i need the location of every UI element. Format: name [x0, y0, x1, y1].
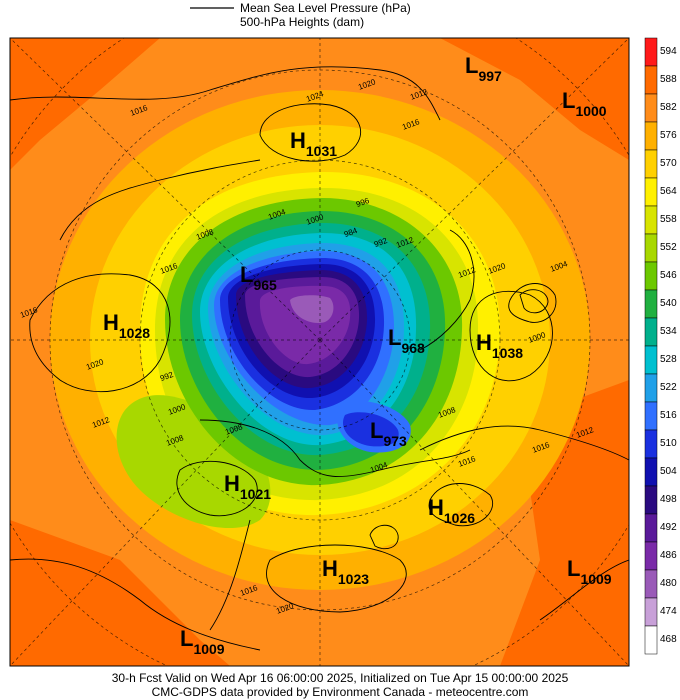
high-1038: H1038	[476, 330, 524, 362]
colorbar-tick-label: 546	[660, 270, 677, 281]
colorbar-swatch	[644, 37, 658, 67]
colorbar-tick-label: 522	[660, 382, 677, 393]
colorbar-tick-label: 588	[660, 74, 677, 85]
low-997: L997	[465, 53, 502, 85]
colorbar-tick-label: 516	[660, 410, 677, 421]
colorbar-tick-label: 468	[660, 634, 677, 645]
colorbar-swatch	[644, 345, 658, 375]
colorbar-tick-label: 582	[660, 102, 677, 113]
map-field	[10, 38, 629, 666]
colorbar-swatch	[644, 149, 658, 179]
colorbar-tick-label: 558	[660, 214, 677, 225]
colorbar-swatch	[644, 429, 658, 459]
high-1026: H1026	[428, 495, 476, 527]
field-510-south	[342, 412, 399, 447]
isobars	[10, 66, 629, 651]
colorbar-swatch	[644, 513, 658, 543]
colorbar-swatch	[644, 625, 658, 655]
field-480	[290, 295, 334, 324]
field-588-sw	[10, 520, 230, 666]
colorbar-tick-label: 534	[660, 326, 677, 337]
colorbar-swatch	[644, 65, 658, 95]
colorbar-tick-label: 474	[660, 606, 677, 617]
colorbar-swatch	[644, 121, 658, 151]
colorbar-tick-label: 564	[660, 186, 677, 197]
colorbar	[644, 37, 658, 655]
colorbar-swatch	[644, 373, 658, 403]
high-1023: H1023	[322, 556, 370, 588]
colorbar-swatch	[644, 569, 658, 599]
low-965: L965	[240, 262, 277, 294]
colorbar-tick-label: 486	[660, 550, 677, 561]
colorbar-swatch	[644, 261, 658, 291]
colorbar-tick-label: 540	[660, 298, 677, 309]
high-1021: H1021	[224, 471, 272, 503]
colorbar-swatch	[644, 205, 658, 235]
low-1009-east: L1009	[567, 556, 612, 588]
low-1000: L1000	[562, 88, 607, 120]
colorbar-swatch	[644, 177, 658, 207]
colorbar-swatch	[644, 233, 658, 263]
field-588-ne	[440, 38, 629, 160]
colorbar-swatch	[644, 317, 658, 347]
colorbar-tick-label: 480	[660, 578, 677, 589]
colorbar-swatch	[644, 289, 658, 319]
mslp-legend-label: Mean Sea Level Pressure (hPa)	[240, 1, 411, 15]
footer-valid-time: 30-h Fcst Valid on Wed Apr 16 06:00:00 2…	[111, 671, 569, 685]
colorbar-swatch	[644, 485, 658, 515]
colorbar-tick-label: 576	[660, 130, 677, 141]
colorbar-swatch	[644, 597, 658, 627]
colorbar-tick-label: 492	[660, 522, 677, 533]
colorbar-swatch	[644, 457, 658, 487]
high-1028: H1028	[103, 310, 151, 342]
colorbar-swatch	[644, 541, 658, 571]
low-968: L968	[388, 325, 425, 357]
colorbar-swatch	[644, 401, 658, 431]
colorbar-tick-label: 504	[660, 466, 677, 477]
low-1009-south: L1009	[180, 626, 225, 658]
low-973: L973	[370, 418, 407, 450]
colorbar-tick-label: 594	[660, 46, 677, 57]
field-588-nw	[10, 38, 160, 170]
footer-credit: CMC-GDPS data provided by Environment Ca…	[151, 685, 529, 699]
colorbar-swatch	[644, 93, 658, 123]
high-1031: H1031	[290, 128, 338, 160]
colorbar-tick-label: 510	[660, 438, 677, 449]
colorbar-tick-label: 498	[660, 494, 677, 505]
colorbar-tick-label: 552	[660, 242, 677, 253]
colorbar-tick-label: 528	[660, 354, 677, 365]
map-frame	[9, 37, 630, 667]
colorbar-tick-label: 570	[660, 158, 677, 169]
heights-legend-label: 500-hPa Heights (dam)	[240, 15, 365, 29]
